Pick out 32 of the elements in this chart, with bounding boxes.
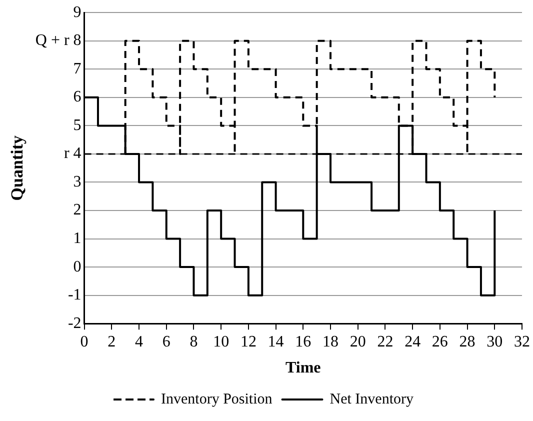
x-tick-label: 12 (240, 333, 256, 350)
x-tick-label: 4 (135, 333, 144, 350)
y-tick-label: 9 (73, 4, 82, 21)
y-tick-label: Q + r 8 (35, 32, 82, 50)
x-tick-label: 26 (432, 333, 448, 350)
y-axis-title: Quantity (8, 135, 27, 201)
x-tick-label: 18 (322, 333, 339, 350)
x-tick-label: 24 (404, 333, 421, 350)
x-tick-label: 8 (190, 333, 198, 350)
y-tick-label: r 4 (64, 145, 82, 162)
x-tick-label: 28 (459, 333, 476, 350)
y-tick-label: 5 (73, 116, 82, 134)
y-tick-label: 1 (73, 230, 82, 247)
legend-label: Net Inventory (330, 391, 414, 408)
y-tick-label: 6 (73, 88, 82, 106)
x-tick-label: 32 (514, 333, 530, 350)
x-axis-title: Time (286, 360, 321, 377)
x-tick-label: 10 (213, 333, 230, 350)
legend-label: Inventory Position (161, 391, 273, 408)
y-tick-label: -2 (68, 314, 82, 332)
y-tick-label: 3 (73, 173, 82, 190)
y-tick-label: 7 (73, 60, 82, 78)
y-tick-label: 2 (73, 202, 82, 219)
x-tick-label: 2 (108, 333, 116, 350)
x-tick-label: 20 (350, 333, 366, 350)
x-tick-label: 30 (486, 333, 503, 350)
x-tick-label: 6 (162, 333, 170, 350)
x-tick-label: 16 (295, 333, 312, 350)
x-tick-label: 14 (268, 333, 284, 350)
y-tick-label: -1 (68, 286, 82, 304)
x-tick-label: 22 (377, 333, 394, 350)
y-tick-label: 0 (73, 258, 82, 276)
